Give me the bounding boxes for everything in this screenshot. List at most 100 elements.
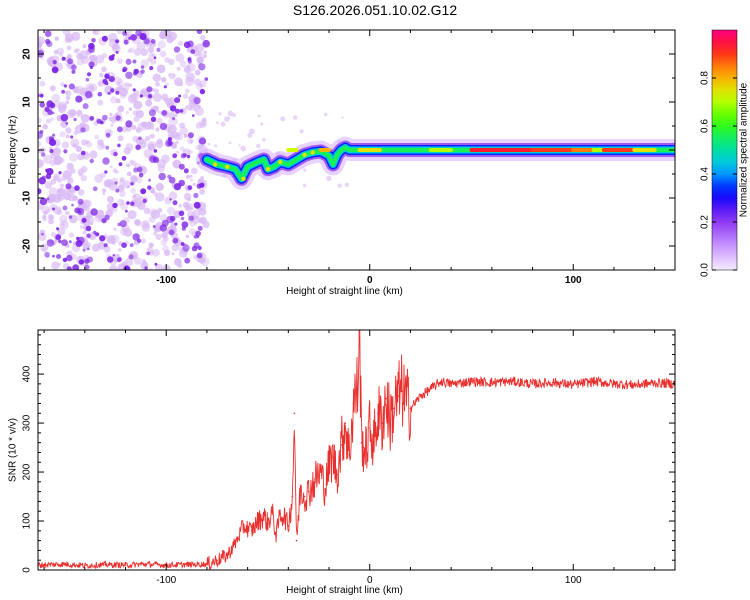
noise-speck-light (262, 137, 266, 142)
noise-speck-dark (84, 264, 90, 270)
noise-speck-light (85, 83, 94, 92)
noise-speck-light (133, 254, 137, 258)
noise-speck-light (214, 144, 218, 148)
noise-speck-dark (129, 243, 134, 248)
snr-data-point (409, 407, 412, 410)
noise-speck-dark (192, 114, 195, 117)
noise-speck-light (67, 54, 72, 59)
noise-speck-light (173, 134, 181, 141)
snr-data-point (283, 515, 286, 517)
colorbar-tick-label: 0.0 (700, 263, 711, 277)
snr-data-point (572, 384, 574, 386)
noise-speck-light (202, 54, 207, 59)
noise-speck-light (102, 192, 106, 196)
noise-speck-light (133, 100, 143, 110)
noise-speck-dark (122, 31, 128, 36)
noise-speck-light (135, 128, 139, 132)
noise-speck-dark (121, 155, 127, 161)
noise-speck-light (38, 159, 44, 168)
signal-hot-spot (265, 167, 271, 172)
noise-speck-dark (180, 242, 185, 246)
noise-speck-dark (182, 153, 187, 158)
noise-speck-light (75, 85, 84, 95)
colorbar-gradient (711, 29, 738, 271)
snr-data-point (393, 407, 396, 410)
noise-speck-light (48, 218, 54, 225)
noise-speck-dark (89, 116, 95, 121)
noise-speck-dark (92, 186, 98, 192)
noise-speck-dark (150, 39, 156, 44)
noise-speck-light (292, 115, 298, 120)
noise-speck-light (108, 32, 118, 43)
noise-speck-light (179, 146, 185, 152)
snr-axes: -100 0 100 0 100 200 300 400 Height of straight … (8, 330, 675, 596)
noise-speck-dark (140, 69, 145, 74)
noise-speck-light (199, 80, 207, 88)
noise-speck-dark (161, 110, 168, 116)
noise-speck-light (101, 144, 106, 149)
noise-speck-light (337, 183, 342, 188)
noise-speck-dark (78, 210, 82, 214)
noise-speck-light (176, 133, 184, 141)
noise-speck-light (49, 146, 53, 150)
noise-speck-light (100, 172, 107, 178)
noise-speck-light (198, 51, 203, 57)
noise-speck-light (53, 147, 61, 155)
noise-speck-dark (101, 35, 108, 42)
noise-speck-dark (197, 225, 203, 231)
noise-speck-light (61, 175, 67, 182)
noise-speck-dark (52, 133, 56, 137)
noise-speck-light (89, 150, 98, 159)
noise-speck-light (117, 135, 124, 142)
noise-speck-light (38, 232, 47, 241)
noise-speck-light (109, 265, 118, 270)
noise-speck-dark (84, 258, 90, 264)
noise-speck-light (124, 82, 130, 87)
noise-speck-light (174, 113, 179, 117)
noise-speck-light (59, 189, 63, 193)
noise-speck-light (50, 179, 57, 185)
noise-speck-dark (119, 220, 127, 228)
noise-speck-dark (41, 233, 44, 236)
signal-hot-spot (278, 159, 283, 165)
noise-speck-light (183, 192, 192, 201)
noise-speck-dark (204, 77, 209, 81)
noise-speck-light (299, 129, 304, 134)
noise-speck-dark (173, 183, 182, 191)
noise-speck-light (123, 227, 132, 237)
noise-speck-dark (125, 120, 133, 128)
noise-speck-light (161, 232, 168, 239)
noise-speck-dark (62, 205, 68, 211)
noise-speck-light (195, 43, 205, 52)
noise-speck-light (176, 258, 180, 262)
noise-speck-light (70, 168, 76, 174)
snr-data-point (332, 456, 334, 459)
noise-speck-dark (85, 225, 92, 232)
noise-speck-light (238, 144, 241, 147)
snr-data-point (511, 380, 513, 383)
noise-speck-light (137, 201, 146, 210)
noise-speck-light (152, 248, 160, 257)
noise-speck-dark (89, 66, 93, 69)
noise-speck-light (163, 249, 171, 256)
colorbar-tick-label: 0.4 (700, 167, 711, 181)
noise-speck-light (156, 109, 160, 113)
noise-speck-light (38, 140, 42, 147)
noise-speck-light (92, 30, 97, 34)
colorbar-tick-label: 0.2 (700, 215, 711, 229)
noise-speck-light (39, 80, 46, 87)
colorbar-tick-label: 0.6 (700, 119, 711, 133)
noise-speck-dark (78, 259, 85, 265)
noise-speck-light (79, 50, 89, 60)
snr-data-point (124, 564, 127, 566)
snr-data-point (450, 383, 452, 385)
noise-speck-dark (156, 47, 161, 53)
noise-speck-light (172, 73, 176, 78)
noise-speck-light (155, 182, 164, 192)
noise-speck-light (65, 33, 74, 43)
snr-data-point (328, 463, 330, 466)
noise-speck-light (65, 134, 70, 139)
noise-speck-dark (172, 153, 178, 159)
noise-speck-light (176, 66, 181, 71)
noise-speck-dark (63, 84, 68, 88)
